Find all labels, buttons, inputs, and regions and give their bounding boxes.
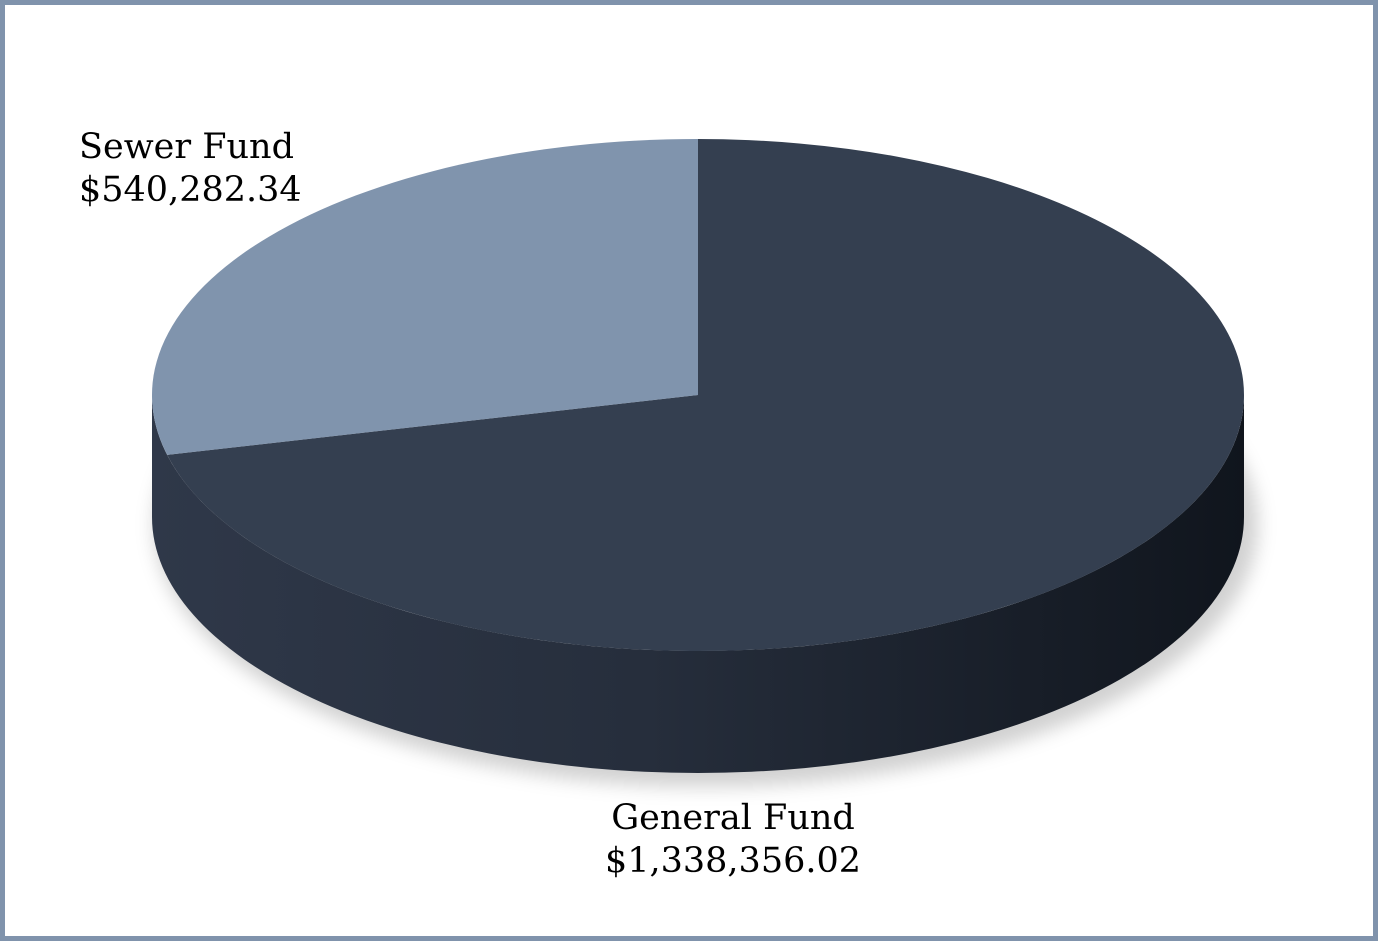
slice-label-general-fund-name: General Fund (611, 798, 855, 838)
pie-chart: General Fund $1,338,356.02 Sewer Fund $5… (79, 127, 1258, 881)
slice-label-sewer-fund-value: $540,282.34 (79, 170, 302, 210)
pie-slice-sewer-fund (151, 139, 698, 455)
pie-slice-general-fund (167, 139, 1244, 652)
pie-slices (151, 139, 1244, 652)
slice-label-sewer-fund-name: Sewer Fund (79, 127, 294, 167)
pie-side-wall (152, 395, 1244, 773)
slice-label-general-fund-value: $1,338,356.02 (605, 841, 861, 881)
